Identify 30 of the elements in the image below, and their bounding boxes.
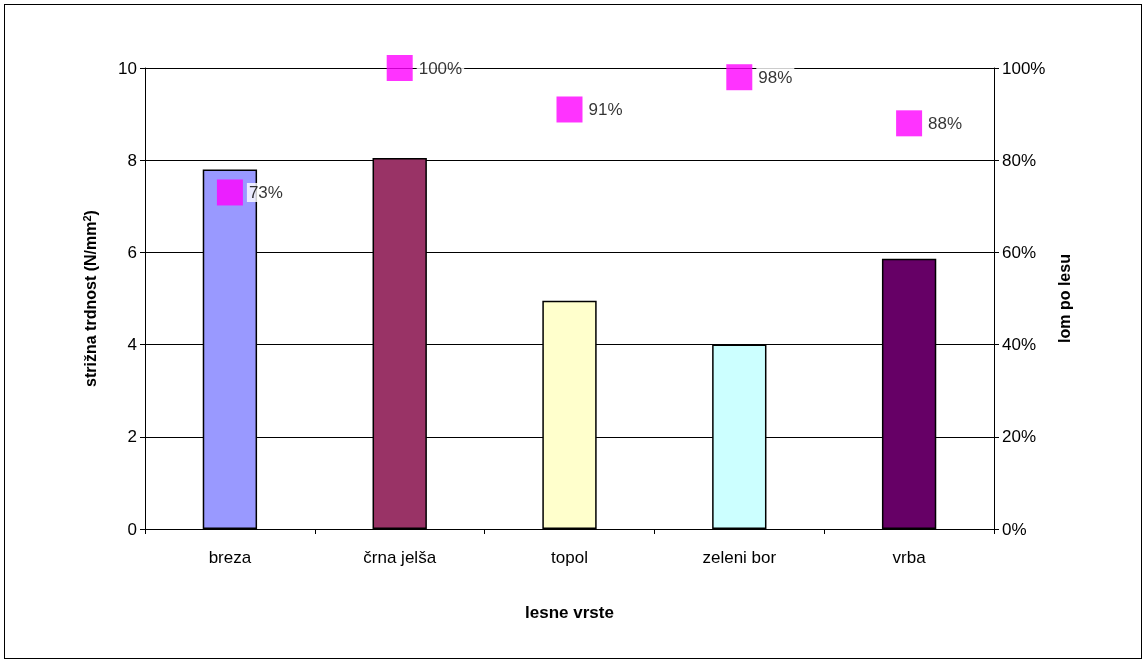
x-tick-label: breza xyxy=(208,548,252,567)
point xyxy=(216,179,243,206)
y-tick-label: 6 xyxy=(127,242,137,262)
data-label: 88% xyxy=(928,113,963,133)
x-axis-title: lesne vrste xyxy=(525,603,614,622)
y2-tick-label: 60% xyxy=(1002,242,1037,262)
data-label: 73% xyxy=(248,182,283,202)
point xyxy=(896,110,923,137)
y2-tick-label: 0% xyxy=(1002,519,1027,539)
point xyxy=(726,64,753,91)
y2-axis-title: lom po lesu xyxy=(1055,254,1073,343)
x-tick-label: vrba xyxy=(892,548,927,567)
y-tick-label: 4 xyxy=(127,335,137,355)
y2-tick-label: 80% xyxy=(1002,150,1037,170)
x-tick-label: črna jelša xyxy=(363,548,437,567)
y-tick-label: 2 xyxy=(127,427,137,447)
y2-tick-label: 100% xyxy=(1002,58,1046,78)
data-label: 98% xyxy=(758,67,793,87)
y-axis-title: strižna trdnost (N/mm2) xyxy=(80,210,99,387)
y2-tick-label: 20% xyxy=(1002,427,1037,447)
y-tick-label: 10 xyxy=(118,58,137,78)
point xyxy=(386,55,413,81)
y-tick-label: 0 xyxy=(127,519,137,539)
x-tick-label: zeleni bor xyxy=(702,548,777,567)
y-tick-label: 8 xyxy=(127,150,137,170)
point xyxy=(556,96,583,123)
y2-tick-label: 40% xyxy=(1002,335,1037,355)
x-tick-label: topol xyxy=(551,548,588,567)
data-label: 100% xyxy=(418,58,463,78)
data-label: 91% xyxy=(588,99,623,119)
